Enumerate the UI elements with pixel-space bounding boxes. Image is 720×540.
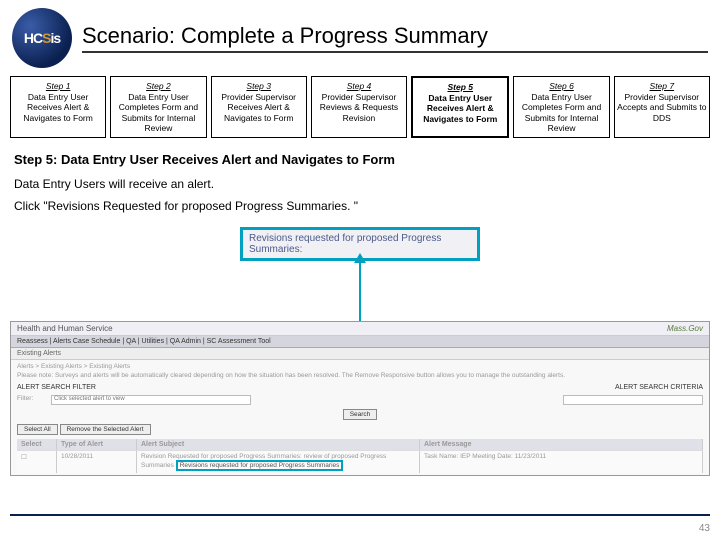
header: HCSis Scenario: Complete a Progress Summ… [0,0,720,72]
row-highlight-link[interactable]: Revisions requested for proposed Progres… [176,460,344,471]
step-1: Step 1Data Entry User Receives Alert & N… [10,76,106,138]
ss-search-button[interactable]: Search [343,409,378,420]
ss-body: Alerts > Existing Alerts > Existing Aler… [11,360,709,475]
ss-subhead: Existing Alerts [11,348,709,360]
row-subject: Revision Requested for proposed Progress… [137,451,420,473]
page-number: 43 [699,523,710,534]
step-5-active: Step 5Data Entry User Receives Alert & N… [411,76,509,138]
ss-breadcrumb: Alerts > Existing Alerts > Existing Aler… [17,362,703,371]
ss-criteria-input[interactable] [563,395,703,405]
ss-filter-left: ALERT SEARCH FILTER [17,384,96,391]
ss-topbar: Health and Human Service Mass.Gov [11,322,709,336]
step-2: Step 2Data Entry User Completes Form and… [110,76,206,138]
step-4: Step 4Provider Supervisor Reviews & Requ… [311,76,407,138]
row-date: 10/28/2011 [57,451,137,473]
ss-select-all-button[interactable]: Select All [17,424,58,435]
subtitle: Step 5: Data Entry User Receives Alert a… [0,142,720,173]
logo-text: HCSis [24,30,60,46]
arrow-icon [359,261,361,321]
table-row[interactable]: ☐ 10/28/2011 Revision Requested for prop… [17,450,703,473]
logo: HCSis [12,8,72,68]
step-6: Step 6Data Entry User Completes Form and… [513,76,609,138]
ss-tabs: Reassess | Alerts Case Schedule | QA | U… [11,336,709,348]
ss-note: Please note: Surveys and alerts will be … [17,371,703,380]
row-message: Task Name: IEP Meeting Date: 11/23/2011 [420,451,703,473]
ss-top-left: Health and Human Service [17,324,113,333]
step-7: Step 7Provider Supervisor Accepts and Su… [614,76,710,138]
ss-filter-right: ALERT SEARCH CRITERIA [615,384,703,391]
body-line-1: Data Entry Users will receive an alert. [0,173,720,195]
row-checkbox[interactable]: ☐ [17,451,57,473]
ss-filter-label: Filter: [17,395,47,405]
step-3: Step 3Provider Supervisor Receives Alert… [211,76,307,138]
ss-filters: ALERT SEARCH FILTER ALERT SEARCH CRITERI… [17,380,703,393]
page-title: Scenario: Complete a Progress Summary [82,23,708,53]
ss-remove-button[interactable]: Remove the Selected Alert [60,424,151,435]
body-line-2: Click "Revisions Requested for proposed … [0,195,720,217]
ss-mass-logo: Mass.Gov [667,324,703,333]
arrow-wrap [0,261,720,321]
ss-filter-row: Filter: Click selected alert to view [17,393,703,407]
steps-row: Step 1Data Entry User Receives Alert & N… [0,72,720,142]
ss-filter-input[interactable]: Click selected alert to view [51,395,251,405]
ss-table: Select Type of Alert Alert Subject Alert… [17,439,703,473]
footer-line [10,514,710,516]
ss-table-header: Select Type of Alert Alert Subject Alert… [17,439,703,450]
embedded-screenshot: Health and Human Service Mass.Gov Reasse… [10,321,710,476]
